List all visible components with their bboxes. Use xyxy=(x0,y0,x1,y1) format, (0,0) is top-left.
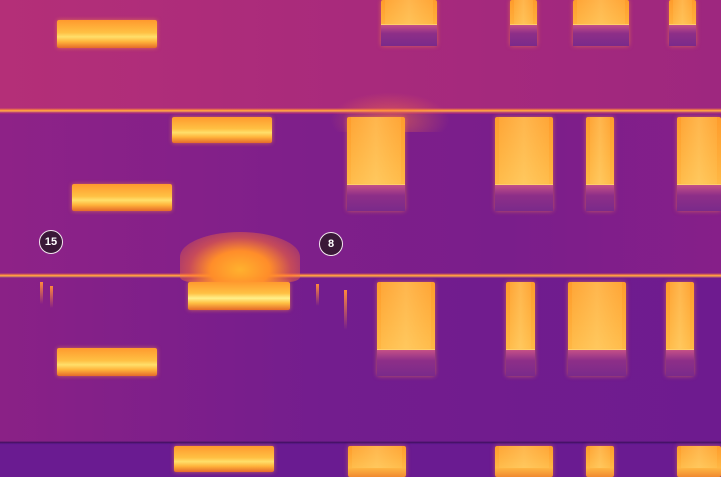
window-vertical xyxy=(586,117,614,211)
window-vertical xyxy=(506,282,535,376)
window-vertical xyxy=(666,282,694,376)
window-horizontal xyxy=(174,446,274,472)
window-vertical xyxy=(381,0,437,46)
window-vertical xyxy=(677,117,721,211)
window-vertical xyxy=(669,0,696,46)
window-horizontal xyxy=(57,348,157,376)
window-vertical xyxy=(377,282,435,376)
window-vertical xyxy=(495,117,553,211)
annotation-marker[interactable]: 8 xyxy=(319,232,343,256)
window-vertical xyxy=(510,0,537,46)
window-horizontal xyxy=(172,117,272,143)
floor-seam-cool xyxy=(0,441,721,444)
thermal-streak xyxy=(316,284,319,306)
window-vertical xyxy=(495,446,553,477)
window-vertical xyxy=(677,446,721,477)
window-horizontal xyxy=(188,282,290,310)
thermal-streak xyxy=(40,282,43,304)
annotation-marker[interactable]: 15 xyxy=(39,230,63,254)
heat-leak-hotspot xyxy=(180,232,300,282)
thermal-streak xyxy=(50,286,53,308)
thermal-streak xyxy=(344,290,347,330)
window-vertical xyxy=(586,446,614,477)
floor-seam-hot xyxy=(0,273,721,278)
window-horizontal xyxy=(57,20,157,48)
window-vertical xyxy=(348,446,406,477)
window-vertical xyxy=(568,282,626,376)
window-vertical xyxy=(347,117,405,211)
window-vertical xyxy=(573,0,629,46)
window-horizontal xyxy=(72,184,172,211)
